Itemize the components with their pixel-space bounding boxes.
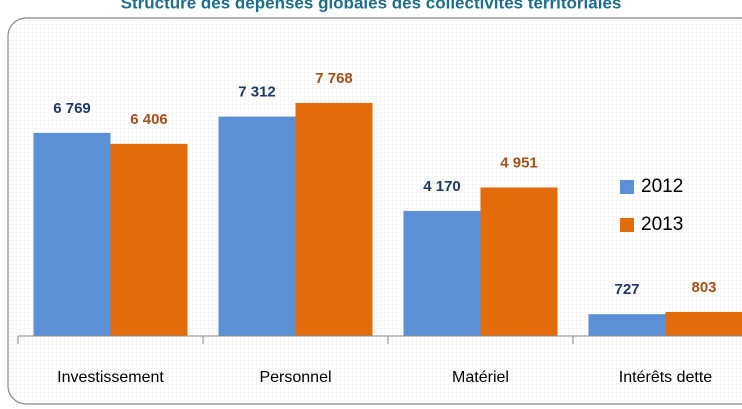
legend-swatch bbox=[620, 218, 634, 232]
data-label: 4 170 bbox=[423, 178, 461, 195]
bar bbox=[110, 143, 188, 336]
data-label: 7 768 bbox=[315, 70, 353, 87]
data-label: 6 769 bbox=[53, 100, 91, 117]
bar bbox=[665, 311, 742, 336]
bar bbox=[480, 187, 558, 336]
data-label: 803 bbox=[691, 279, 716, 296]
x-tick-label: Intérêts dette bbox=[619, 369, 712, 386]
bar bbox=[33, 132, 111, 336]
chart-frame bbox=[7, 17, 742, 405]
data-label: 4 951 bbox=[500, 154, 538, 171]
bar bbox=[403, 210, 481, 336]
bar bbox=[295, 102, 373, 337]
bar bbox=[218, 116, 296, 336]
x-tick-label: Personnel bbox=[259, 369, 331, 386]
x-tick-label: Matériel bbox=[452, 369, 509, 386]
data-label: 7 312 bbox=[238, 84, 276, 101]
legend-swatch bbox=[620, 180, 634, 194]
legend-label: 2013 bbox=[641, 214, 683, 235]
x-tick-label: Investissement bbox=[57, 369, 164, 386]
chart-title: Structure des dépenses globales des coll… bbox=[121, 0, 622, 12]
legend-label: 2012 bbox=[641, 176, 683, 197]
data-label: 6 406 bbox=[130, 111, 168, 128]
bar bbox=[588, 314, 666, 336]
data-label: 727 bbox=[614, 281, 639, 298]
